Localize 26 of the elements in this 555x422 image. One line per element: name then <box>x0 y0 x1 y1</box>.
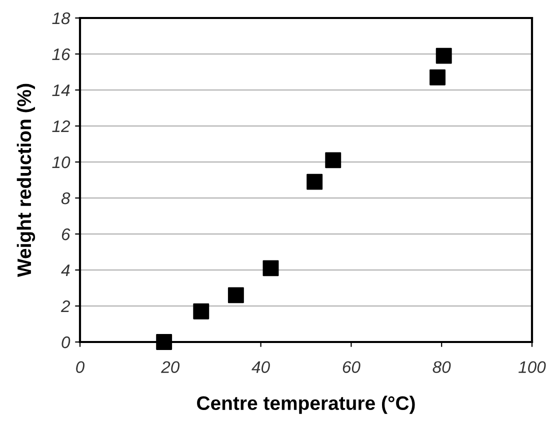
x-tick-label: 0 <box>76 361 84 373</box>
y-tick-label: 8 <box>61 192 70 204</box>
y-tick-label: 16 <box>52 48 70 60</box>
x-tick-label: 40 <box>252 361 270 373</box>
y-tick-label: 10 <box>52 156 70 168</box>
point <box>436 48 452 64</box>
x-tick-label: 80 <box>432 361 451 373</box>
y-tick-label: 12 <box>52 120 70 132</box>
y-axis-title: Weight reduction (%) <box>16 84 36 278</box>
x-tick-label: 100 <box>518 361 546 373</box>
x-tick-label: 20 <box>161 361 180 373</box>
point <box>156 334 172 350</box>
x-axis-title: Centre temperature (°C) <box>197 396 415 414</box>
point <box>262 260 279 276</box>
point <box>228 287 244 304</box>
y-tick-label: 2 <box>60 300 70 312</box>
x-tick-label: 60 <box>342 361 360 373</box>
y-tick-label: 6 <box>62 228 70 240</box>
point <box>325 152 342 168</box>
point <box>430 69 446 86</box>
y-tick-label: 4 <box>61 264 70 276</box>
y-tick-label: 0 <box>62 336 70 348</box>
point <box>306 174 323 190</box>
y-tick-label: 14 <box>52 84 70 96</box>
y-tick-label: 18 <box>52 12 70 24</box>
point <box>193 303 210 320</box>
